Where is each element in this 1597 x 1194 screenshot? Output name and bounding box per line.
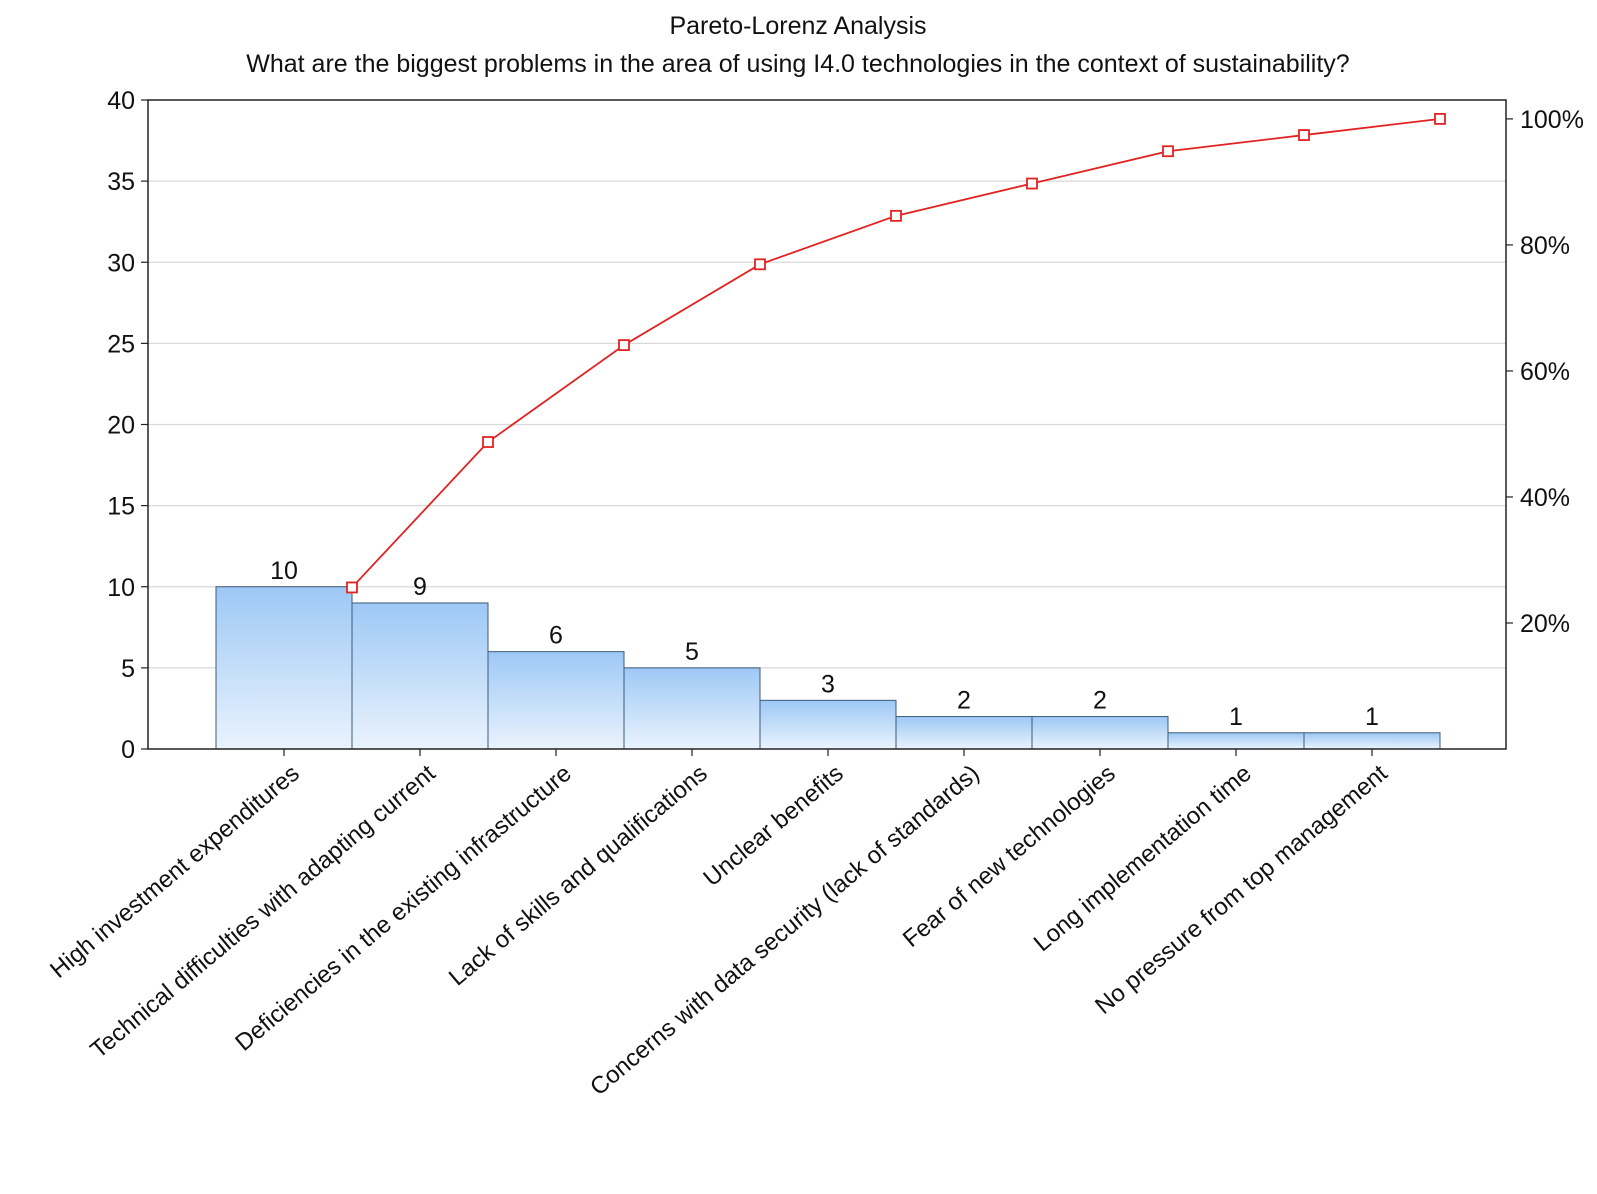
ytick-label-20: 20 [107,412,135,440]
data-labels: 10 9 6 5 3 2 2 1 1 [270,557,1379,731]
y2tick-label-100: 100% [1520,106,1584,134]
bar-5 [759,699,897,750]
xtick-label-9: No pressure from top management [1090,760,1393,1020]
data-label-9: 1 [1365,703,1379,731]
cumulative-point-8 [1298,129,1310,141]
xtick-label-4: Lack of skills and qualifications [444,760,713,992]
y2tick-label-40: 40% [1520,484,1570,512]
xtick-label-8: Long implementation time [1029,760,1257,957]
ytick-label-0: 0 [121,736,135,764]
data-label-5: 3 [821,670,835,698]
cumulative-polyline [351,118,1441,589]
data-label-2: 9 [413,573,427,601]
y2tick-label-20: 20% [1520,610,1570,638]
ytick-label-40: 40 [107,87,135,115]
gridlines [148,180,1506,669]
data-label-4: 5 [685,638,699,666]
ytick-label-5: 5 [121,655,135,683]
bar-7 [1031,716,1169,750]
ytick-label-25: 25 [107,330,135,358]
data-label-6: 2 [957,687,971,715]
bar-4 [623,667,761,750]
ytick-label-35: 35 [107,168,135,196]
cumulative-point-9 [1434,113,1446,125]
xtick-label-5: Unclear benefits [698,760,848,892]
chart-subtitle: What are the biggest problems in the are… [246,50,1349,78]
bar-6 [895,716,1033,750]
data-label-1: 10 [270,557,298,585]
data-label-3: 6 [549,622,563,650]
y2tick-label-60: 60% [1520,358,1570,386]
cumulative-point-4 [754,258,766,271]
cumulative-point-3 [618,339,630,351]
cumulative-point-1 [346,581,358,594]
xtick-label-1: High investment expenditures [45,760,305,984]
bar-1 [215,586,353,750]
chart-title: Pareto-Lorenz Analysis [669,12,926,40]
bar-2 [351,602,489,750]
bar-8 [1167,732,1305,750]
ytick-label-30: 30 [107,249,135,277]
bar-9 [1303,732,1441,750]
cumulative-point-5 [890,209,902,222]
bars [215,586,1441,750]
ytick-label-15: 15 [107,493,135,521]
cumulative-point-2 [482,436,494,448]
data-label-7: 2 [1093,687,1107,715]
ytick-label-10: 10 [107,574,135,602]
cumulative-line [346,113,1446,594]
plot-frame [147,99,1507,750]
cumulative-point-6 [1026,177,1038,190]
y2tick-label-80: 80% [1520,232,1570,260]
cumulative-point-7 [1162,145,1174,158]
data-label-8: 1 [1229,703,1243,731]
bar-3 [487,651,625,750]
